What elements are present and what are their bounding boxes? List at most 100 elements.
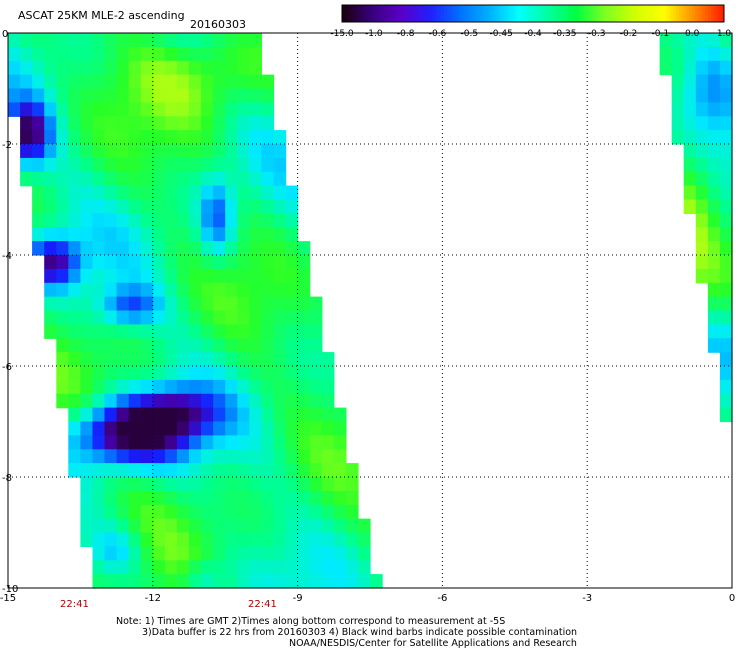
heatmap-cell <box>695 88 709 103</box>
heatmap-cell <box>104 199 118 214</box>
heatmap-cell <box>213 546 226 561</box>
heatmap-cell <box>201 74 214 90</box>
colorbar-segment <box>523 5 528 22</box>
heatmap-cell <box>56 157 69 173</box>
heatmap-cell <box>32 171 45 187</box>
colorbar-segment <box>717 5 722 22</box>
heatmap-cell <box>201 33 214 48</box>
heatmap-cell <box>213 477 226 492</box>
heatmap-cell <box>80 449 94 464</box>
heatmap-cell <box>80 435 94 450</box>
heatmap-cell <box>44 116 57 131</box>
heatmap-cell <box>225 379 238 395</box>
heatmap-cell <box>201 268 214 284</box>
heatmap-cell <box>189 157 202 173</box>
heatmap-cell <box>164 574 178 589</box>
heatmap-cell <box>707 213 721 228</box>
heatmap-cell <box>237 449 250 464</box>
heatmap-cell <box>176 213 190 228</box>
heatmap-cell <box>140 185 154 201</box>
colorbar-segment <box>418 5 423 22</box>
heatmap-cell <box>140 546 154 561</box>
heatmap-cell <box>92 379 106 395</box>
heatmap-cell <box>249 310 262 325</box>
heatmap-cell <box>116 379 130 395</box>
heatmap-cell <box>261 574 275 589</box>
heatmap-cell <box>345 518 359 534</box>
heatmap-cell <box>164 490 178 506</box>
heatmap-cell <box>92 574 106 589</box>
heatmap-cell <box>189 490 202 506</box>
heatmap-cell <box>80 477 94 492</box>
heatmap-cell <box>671 102 685 117</box>
heatmap-cell <box>309 393 323 409</box>
heatmap-cell <box>68 185 81 201</box>
colorbar-segment <box>427 5 432 22</box>
colorbar-segment <box>625 5 629 22</box>
heatmap-cell <box>20 144 33 159</box>
heatmap-cell <box>80 379 94 395</box>
heatmap-cell <box>719 379 733 395</box>
heatmap-cell <box>213 60 226 76</box>
heatmap-cell <box>56 255 69 270</box>
heatmap-cell <box>225 504 238 520</box>
heatmap-cell <box>213 504 226 520</box>
heatmap-cell <box>176 171 190 187</box>
heatmap-cell <box>213 338 226 353</box>
heatmap-cell <box>164 477 178 492</box>
heatmap-cell <box>285 310 299 325</box>
heatmap-cell <box>309 560 323 575</box>
colorbar-segment <box>564 5 569 22</box>
heatmap-cell <box>140 393 154 409</box>
heatmap-cell <box>707 88 721 103</box>
heatmap-cell <box>176 324 190 339</box>
heatmap-cell <box>44 296 57 312</box>
heatmap-cell <box>68 393 81 409</box>
colorbar-segment <box>440 5 445 22</box>
heatmap-cell <box>370 574 383 589</box>
heatmap-cell <box>176 518 190 534</box>
heatmap-cell <box>225 546 238 561</box>
heatmap-cell <box>104 213 118 228</box>
heatmap-cell <box>104 282 118 298</box>
heatmap-cell <box>56 296 69 312</box>
heatmap-cell <box>116 199 130 214</box>
heatmap-cell <box>116 546 130 561</box>
colorbar-label: -0.1 <box>652 29 670 39</box>
heatmap-cell <box>92 268 106 284</box>
heatmap-cell <box>707 102 721 117</box>
heatmap-cell <box>80 213 94 228</box>
heatmap-cell <box>261 296 275 312</box>
heatmap-cell <box>152 477 166 492</box>
heatmap-cell <box>237 379 250 395</box>
heatmap-cell <box>189 560 202 575</box>
colorbar-segment <box>520 5 524 22</box>
heatmap-cell <box>80 88 94 103</box>
heatmap-cell <box>116 144 130 159</box>
heatmap-cell <box>104 546 118 561</box>
colorbar-segment <box>711 5 715 22</box>
heatmap-cell <box>225 435 238 450</box>
heatmap-cell <box>56 199 69 214</box>
heatmap-cell <box>140 46 154 62</box>
heatmap-cell <box>249 157 262 173</box>
heatmap-cell <box>68 199 81 214</box>
heatmap-cell <box>309 490 323 506</box>
heatmap-cell <box>683 74 697 90</box>
heatmap-cell <box>164 199 178 214</box>
colorbar-label: -0.6 <box>429 29 447 39</box>
heatmap-cell <box>128 463 142 478</box>
heatmap-cell <box>140 296 154 312</box>
colorbar-segment <box>491 5 496 22</box>
heatmap-cell <box>321 518 335 534</box>
heatmap-cell <box>176 449 190 464</box>
heatmap-cell <box>152 74 166 90</box>
heatmap-cell <box>92 421 106 436</box>
heatmap-cell <box>68 338 81 353</box>
heatmap-cell <box>176 268 190 284</box>
heatmap-cell <box>225 490 238 506</box>
heatmap-cells <box>8 33 733 589</box>
heatmap-cell <box>128 157 142 173</box>
heatmap-cell <box>152 282 166 298</box>
colorbar-segment <box>513 5 518 22</box>
